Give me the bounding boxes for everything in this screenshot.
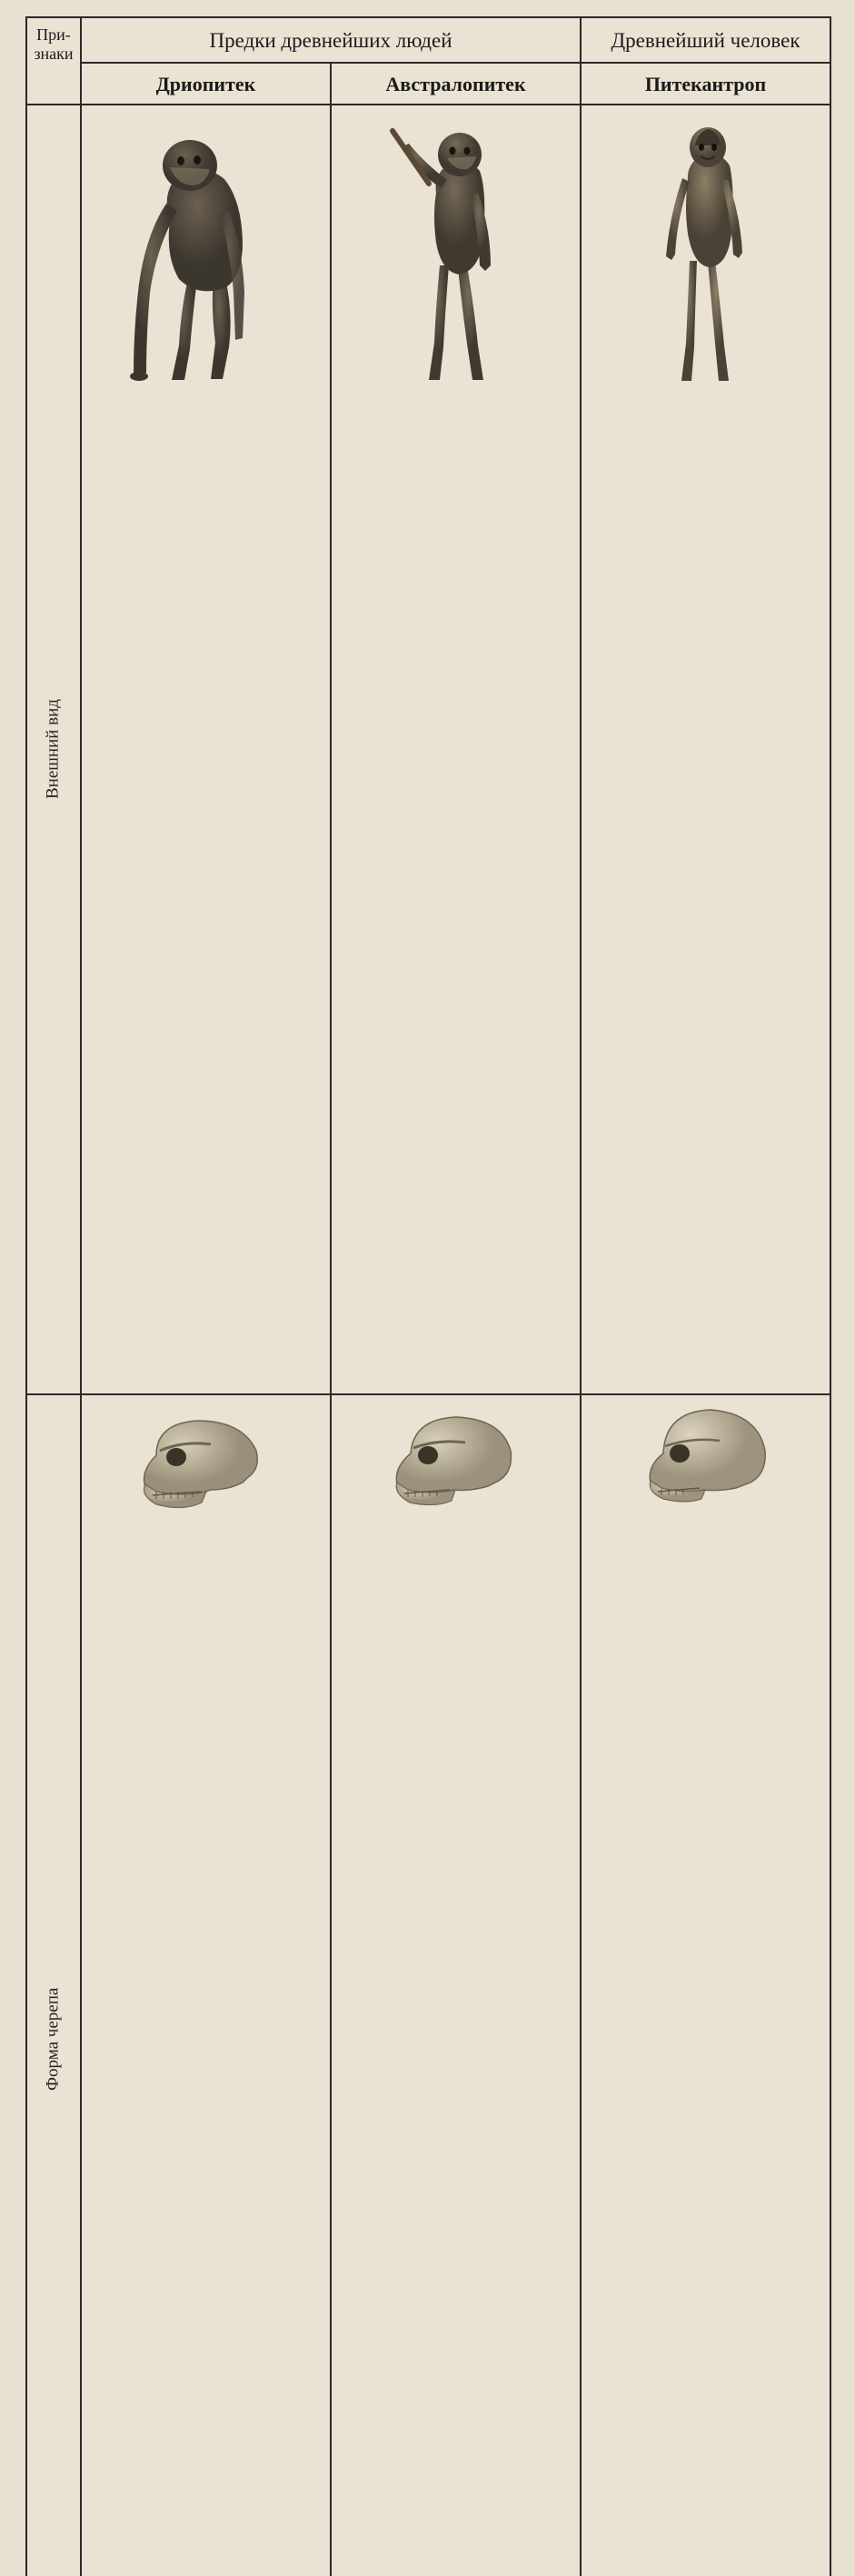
australopithecus-figure-icon (365, 111, 547, 384)
appearance-dryopithecus (81, 105, 331, 1394)
side-header-cell: При-знаки (26, 17, 81, 105)
header-ancestors: Предки древнейших людей (81, 17, 581, 63)
row-label-skull: Форма черепа (26, 1394, 81, 2576)
appearance-pithecanthropus (581, 105, 830, 1394)
header-oldest-human-label: Древнейший человек (582, 18, 830, 62)
australopithecus-skull-icon (370, 1401, 542, 1519)
subheader-pithecanthropus-label: Питекантроп (582, 64, 830, 104)
dryopithecus-skull-icon (120, 1401, 293, 1519)
skull-label: Форма черепа (27, 1395, 80, 2576)
side-header-label: При-знаки (27, 18, 80, 70)
row-label-appearance: Внешний вид (26, 105, 81, 1394)
subheader-australopithecus: Австралопитек (331, 63, 581, 105)
skull-australopithecus (331, 1394, 581, 2576)
pithecanthropus-skull-icon (620, 1401, 792, 1519)
pithecanthropus-figure-icon (624, 111, 788, 384)
dryopithecus-figure-icon (106, 111, 306, 384)
header-oldest-human: Древнейший человек (581, 17, 830, 63)
skull-pithecanthropus (581, 1394, 830, 2576)
evolution-table: При-знаки Предки древнейших людей Древне… (25, 16, 831, 2576)
subheader-dryopithecus-label: Дриопитек (82, 64, 330, 104)
appearance-label: Внешний вид (27, 105, 80, 1393)
subheader-australopithecus-label: Австралопитек (332, 64, 580, 104)
subheader-dryopithecus: Дриопитек (81, 63, 331, 105)
header-ancestors-label: Предки древнейших людей (82, 18, 580, 62)
skull-dryopithecus (81, 1394, 331, 2576)
subheader-pithecanthropus: Питекантроп (581, 63, 830, 105)
appearance-australopithecus (331, 105, 581, 1394)
